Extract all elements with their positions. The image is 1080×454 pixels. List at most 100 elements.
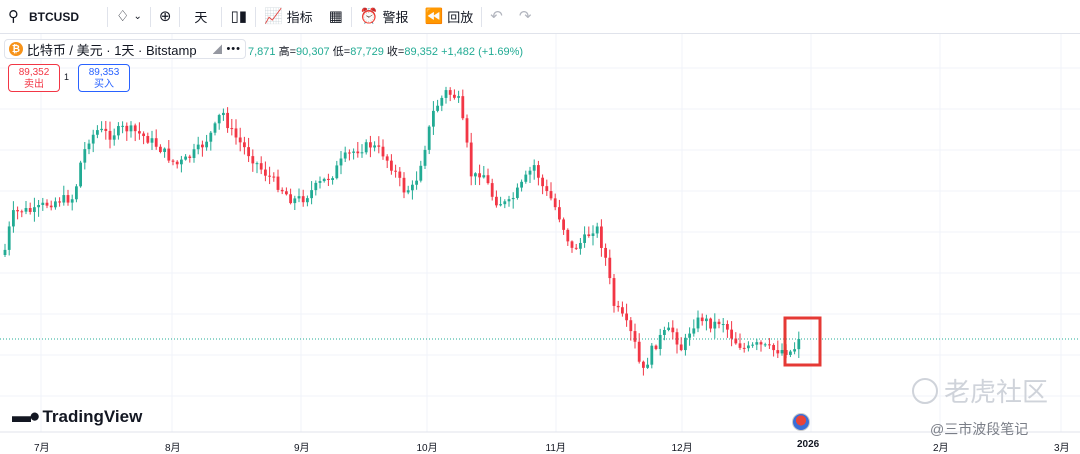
candle xyxy=(503,199,507,209)
candle xyxy=(192,143,196,163)
alert-label: 警报 xyxy=(382,10,409,25)
redo-icon: ↷ xyxy=(518,8,532,25)
candle-body xyxy=(138,131,141,134)
symbol-search[interactable]: ⚲ BTCUSD xyxy=(0,0,107,34)
tradingview-logo[interactable]: ▬● TradingView xyxy=(12,406,142,428)
gem-menu-button[interactable]: ♢ ⌄ xyxy=(108,0,150,34)
candle-body xyxy=(755,342,759,345)
candle-body xyxy=(12,210,15,227)
candle-body xyxy=(625,313,628,321)
candle-body xyxy=(255,163,259,165)
candle-body xyxy=(709,318,712,329)
replay-button[interactable]: ⏪ 回放 xyxy=(417,0,482,34)
add-symbol-button[interactable]: ⊕ xyxy=(151,0,180,34)
candle xyxy=(352,148,355,160)
candle-body xyxy=(637,341,641,362)
candle xyxy=(247,137,250,163)
candle xyxy=(91,129,95,153)
candle xyxy=(377,136,381,154)
candle-body xyxy=(222,112,225,116)
symbol-legend[interactable]: ₿ 比特币 / 美元 · 1天 · Bitstamp ••• xyxy=(4,39,246,59)
candle xyxy=(411,180,414,200)
buy-button[interactable]: 89,353 买入 xyxy=(78,64,130,92)
candle xyxy=(696,310,700,333)
undo-button[interactable]: ↶ xyxy=(482,0,511,34)
candle xyxy=(217,113,221,130)
candle xyxy=(159,144,162,154)
rewind-icon: ⏪ xyxy=(424,8,444,25)
legend-title: 比特币 / 美元 · 1天 · Bitstamp xyxy=(26,42,197,58)
candle-body xyxy=(667,327,670,330)
more-icon[interactable]: ••• xyxy=(226,43,241,55)
candle xyxy=(713,313,717,339)
candle-body xyxy=(780,350,784,354)
candle-body xyxy=(793,349,796,352)
candle-series xyxy=(3,86,801,376)
candle xyxy=(75,184,78,203)
undo-icon: ↶ xyxy=(490,8,503,25)
ohlc-low: 87,729 xyxy=(350,46,384,58)
candle xyxy=(100,121,103,133)
candle-body xyxy=(419,165,423,181)
candle-body xyxy=(364,142,368,153)
candle xyxy=(432,101,435,135)
toolbar-divider xyxy=(221,6,223,27)
sell-button[interactable]: 89,352 卖出 xyxy=(8,64,60,92)
candle xyxy=(612,273,616,313)
candle-body xyxy=(280,189,284,192)
layout-button[interactable]: ▦ xyxy=(321,0,351,34)
candle xyxy=(297,188,301,203)
candle xyxy=(650,343,654,369)
candle-body xyxy=(566,229,570,242)
candle-body xyxy=(763,344,767,346)
candle xyxy=(549,182,553,201)
candle xyxy=(528,166,532,183)
toolbar-divider xyxy=(254,6,256,27)
candle-body xyxy=(385,156,389,161)
candle xyxy=(16,206,19,220)
candle xyxy=(66,189,70,206)
candle-body xyxy=(663,329,666,335)
indicators-button[interactable]: 📈 指标 xyxy=(256,0,321,34)
candle-body xyxy=(390,160,393,171)
candle xyxy=(751,342,754,348)
candle xyxy=(385,154,389,169)
candle xyxy=(625,303,628,327)
chart-type-button[interactable]: ▯▮ xyxy=(222,0,255,34)
candle-body xyxy=(209,132,213,142)
redo-button[interactable]: ↷ xyxy=(511,0,540,34)
bitcoin-icon: ₿ xyxy=(9,42,23,56)
candle xyxy=(675,328,679,354)
candle xyxy=(684,333,687,356)
candle-body xyxy=(230,128,234,130)
candle-body xyxy=(272,176,276,178)
candle-body xyxy=(373,145,376,148)
candle-body xyxy=(201,144,204,148)
candle xyxy=(436,99,439,113)
candle xyxy=(730,321,733,347)
candle xyxy=(394,164,397,178)
candle xyxy=(398,167,402,187)
candle xyxy=(180,155,183,173)
candle xyxy=(188,154,192,163)
watermark-main: 老虎社区 xyxy=(944,377,1049,407)
search-icon: ⚲ xyxy=(8,8,19,25)
interval-button[interactable]: 天 xyxy=(180,0,221,34)
candle xyxy=(272,172,276,182)
candle xyxy=(583,226,586,248)
candle xyxy=(3,243,7,258)
candle-body xyxy=(457,96,460,98)
candle-body xyxy=(96,130,99,135)
alert-button[interactable]: ⏰ 警报 xyxy=(352,0,417,34)
candle-body xyxy=(150,138,154,143)
candle-body xyxy=(125,125,129,132)
tiger-logo-icon xyxy=(912,377,938,404)
candle-body xyxy=(747,345,750,349)
candle-body xyxy=(427,126,431,150)
candle-body xyxy=(579,242,582,249)
candle xyxy=(24,200,28,215)
candle xyxy=(709,317,712,333)
candle-body xyxy=(545,186,549,192)
candle-body xyxy=(696,317,700,329)
